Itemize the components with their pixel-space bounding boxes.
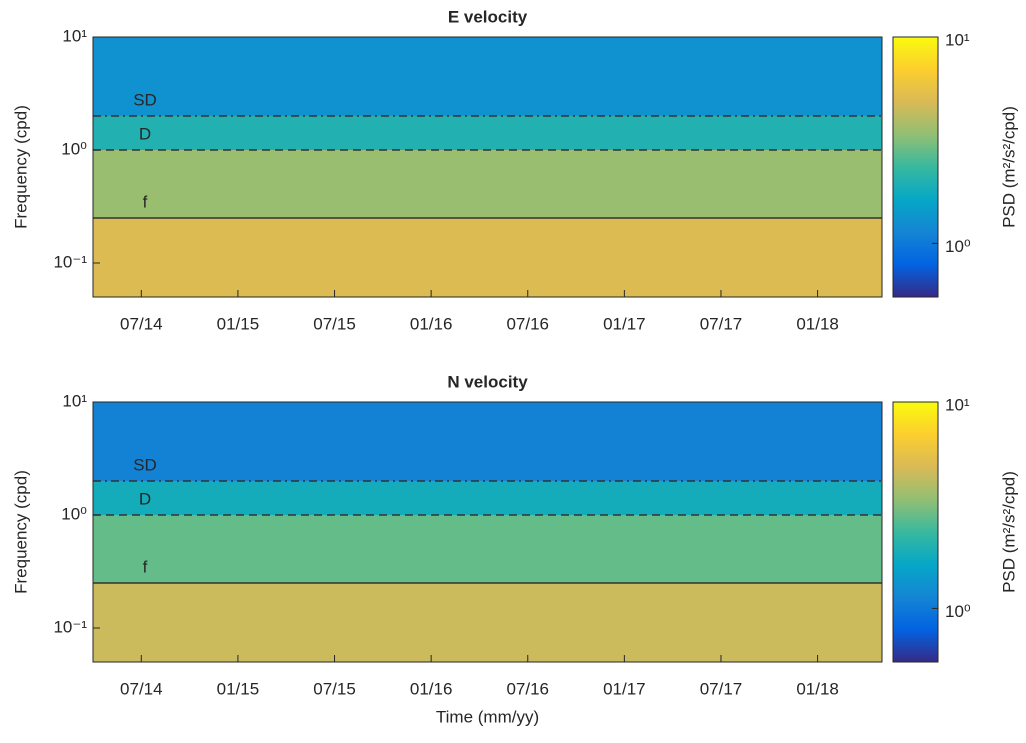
reference-label: SD [133,90,157,109]
y-axis-label: Frequency (cpd) [11,105,30,229]
x-tick-label: 01/16 [410,314,453,333]
reference-label: f [143,193,148,212]
y-tick-label: 10⁻¹ [53,252,87,271]
x-tick-label: 07/16 [506,314,549,333]
reference-label: D [139,124,151,143]
psd-band [93,514,882,584]
x-tick-label: 07/14 [120,314,163,333]
x-tick-label: 07/15 [313,679,356,698]
psd-band [93,402,882,481]
x-axis-label: Time (mm/yy) [436,707,539,726]
colorbar-tick-label: 10⁰ [945,237,971,256]
psd-band [93,149,882,219]
reference-label: f [143,558,148,577]
colorbar-tick-label: 10⁰ [945,602,971,621]
colorbar-tick-label: 10¹ [945,395,970,414]
axes-frame [92,401,883,663]
y-tick-label: 10⁰ [61,504,87,523]
x-tick-label: 07/16 [506,679,549,698]
x-tick-label: 01/17 [603,679,646,698]
x-tick-label: 01/15 [217,679,260,698]
x-tick-label: 01/17 [603,314,646,333]
x-tick-label: 07/17 [700,314,743,333]
colorbar-label: PSD (m²/s²/cpd) [999,471,1018,593]
psd-band [93,115,882,150]
colorbar [892,36,939,298]
psd-band [93,37,882,116]
colorbar-label: PSD (m²/s²/cpd) [999,106,1018,228]
y-tick-label: 10¹ [62,391,87,410]
x-tick-label: 07/17 [700,679,743,698]
colorbar [892,401,939,663]
x-tick-label: 01/15 [217,314,260,333]
y-tick-label: 10⁰ [61,139,87,158]
axes-frame [92,36,883,298]
x-tick-label: 07/14 [120,679,163,698]
x-tick-label: 07/15 [313,314,356,333]
x-tick-label: 01/18 [796,679,839,698]
chart-title: N velocity [447,372,528,391]
x-tick-label: 01/16 [410,679,453,698]
psd-band [93,218,882,297]
colorbar-tick-label: 10¹ [945,30,970,49]
y-axis-label: Frequency (cpd) [11,470,30,594]
psd-band [93,480,882,515]
chart-title: E velocity [448,7,528,26]
x-tick-label: 01/18 [796,314,839,333]
y-tick-label: 10¹ [62,26,87,45]
y-tick-label: 10⁻¹ [53,617,87,636]
psd-band [93,583,882,662]
reference-label: SD [133,455,157,474]
reference-label: D [139,489,151,508]
